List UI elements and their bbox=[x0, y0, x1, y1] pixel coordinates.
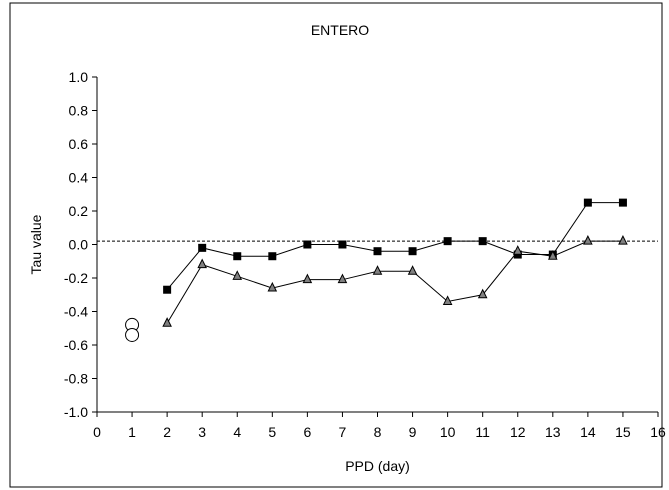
y-tick-label: -0.4 bbox=[64, 304, 88, 320]
y-tick-label: 0.4 bbox=[69, 170, 89, 186]
y-tick-label: -0.6 bbox=[64, 337, 88, 353]
y-tick-label: 1.0 bbox=[69, 69, 89, 85]
series-2-point bbox=[232, 270, 243, 280]
y-axis-title: Tau value bbox=[28, 214, 44, 274]
series-1-point bbox=[618, 198, 627, 207]
series-2-point bbox=[548, 250, 558, 260]
series-2-point bbox=[197, 258, 207, 269]
series-2-point bbox=[337, 273, 348, 284]
y-tick-label: 0.6 bbox=[69, 136, 89, 152]
series-1-line bbox=[166, 202, 623, 291]
series-2-point bbox=[442, 295, 453, 305]
x-tick-label: 6 bbox=[303, 424, 311, 440]
x-tick-label: 3 bbox=[198, 424, 206, 440]
x-tick-label: 13 bbox=[545, 424, 561, 440]
series-2-point bbox=[267, 281, 278, 292]
x-tick-label: 15 bbox=[615, 424, 631, 440]
series-1-point bbox=[408, 247, 417, 256]
series-1-point bbox=[268, 252, 277, 261]
series-1-point bbox=[373, 247, 382, 256]
chart-title: ENTERO bbox=[311, 22, 369, 38]
series-2-point bbox=[302, 273, 313, 284]
x-tick-label: 10 bbox=[440, 424, 456, 440]
series-1-point bbox=[303, 240, 312, 249]
y-tick-label: 0.8 bbox=[69, 103, 89, 119]
y-tick-label: 0.0 bbox=[69, 237, 89, 253]
x-tick-label: 1 bbox=[128, 424, 136, 440]
series-2-point bbox=[618, 235, 628, 245]
x-tick-label: 7 bbox=[339, 424, 347, 440]
series-1-point bbox=[338, 240, 347, 249]
series-1-point bbox=[233, 252, 242, 261]
series-2-point bbox=[162, 317, 172, 327]
series-2-point bbox=[372, 265, 383, 275]
x-tick-label: 2 bbox=[163, 424, 171, 440]
x-tick-label: 14 bbox=[580, 424, 596, 440]
series-2-point bbox=[477, 288, 488, 299]
series-1-point bbox=[198, 243, 207, 252]
series-2-open-circle-point bbox=[125, 327, 140, 342]
x-tick-label: 5 bbox=[268, 424, 276, 440]
x-tick-label: 16 bbox=[650, 424, 666, 440]
x-tick-label: 9 bbox=[409, 424, 417, 440]
y-tick-label: -0.8 bbox=[64, 371, 88, 387]
series-2-point bbox=[583, 235, 593, 245]
series-2-point bbox=[407, 265, 418, 275]
series-1-point bbox=[163, 285, 172, 294]
series-1-point bbox=[583, 198, 592, 207]
series-1-point bbox=[478, 237, 487, 246]
y-tick-label: 0.2 bbox=[69, 203, 89, 219]
x-tick-label: 11 bbox=[475, 424, 490, 440]
series-1-point bbox=[443, 237, 452, 246]
x-tick-label: 8 bbox=[374, 424, 382, 440]
y-tick-label: -0.2 bbox=[64, 270, 88, 286]
series-2-line bbox=[166, 240, 623, 324]
series-2-point bbox=[512, 245, 523, 255]
y-tick-label: -1.0 bbox=[64, 404, 88, 420]
x-tick-label: 0 bbox=[93, 424, 101, 440]
x-tick-label: 4 bbox=[233, 424, 241, 440]
x-tick-label: 12 bbox=[510, 424, 526, 440]
x-axis-title: PPD (day) bbox=[345, 458, 410, 474]
